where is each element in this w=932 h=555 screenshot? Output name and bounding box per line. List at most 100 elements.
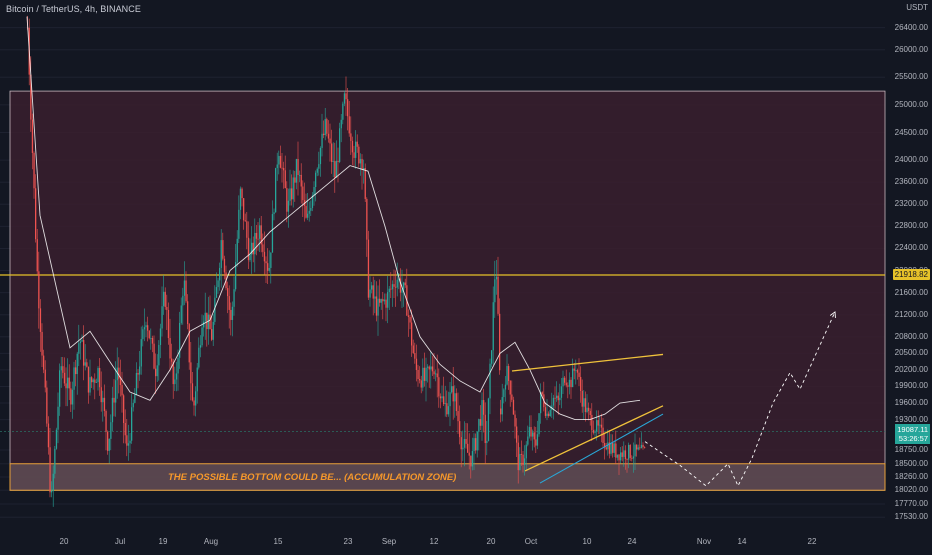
candle-body xyxy=(102,397,104,403)
candle-body xyxy=(348,116,350,134)
candle-body xyxy=(198,347,200,368)
candle-body xyxy=(166,306,168,310)
candle-body xyxy=(321,133,323,148)
candle-body xyxy=(628,444,630,460)
candle-body xyxy=(636,444,638,450)
candle-body xyxy=(489,363,491,399)
candle-body xyxy=(588,407,590,411)
candle-body xyxy=(227,288,229,297)
candle-body xyxy=(475,438,477,451)
candle-body xyxy=(594,431,596,433)
candle-body xyxy=(436,373,438,378)
candle-body xyxy=(246,221,248,238)
candle-body xyxy=(121,385,123,396)
candle-body xyxy=(465,439,467,444)
price-tick-label: 22800.00 xyxy=(894,221,928,231)
candle-body xyxy=(391,284,394,290)
candle-body xyxy=(460,437,462,450)
candle-body xyxy=(414,353,416,359)
candle-body xyxy=(524,458,526,465)
candle-body xyxy=(145,325,147,328)
candle-body xyxy=(379,298,381,303)
wedge-support-trendline xyxy=(539,413,664,484)
candle-body xyxy=(618,454,620,461)
candle-body xyxy=(54,448,56,474)
projection-path xyxy=(644,311,836,487)
candle-body xyxy=(605,447,607,450)
projection-arrowhead xyxy=(829,311,836,318)
candle-body xyxy=(52,473,54,492)
candle-body xyxy=(626,459,628,460)
candle-body xyxy=(39,308,42,332)
candle-body xyxy=(412,345,414,354)
candle-body xyxy=(335,160,338,178)
candle-body xyxy=(359,158,362,164)
candle-body xyxy=(340,119,342,129)
candle-body xyxy=(134,394,136,403)
candle-body xyxy=(337,160,339,162)
candle-body xyxy=(581,390,583,407)
candle-body xyxy=(63,372,66,384)
candle-body xyxy=(552,397,555,406)
candle-body xyxy=(559,397,561,401)
candle-body xyxy=(199,345,202,348)
candle-body xyxy=(238,209,240,239)
candle-body xyxy=(342,103,344,120)
candle-body xyxy=(73,367,75,390)
candle-body xyxy=(538,413,540,435)
candle-body xyxy=(302,186,304,201)
candle-body xyxy=(204,312,206,322)
candle-body xyxy=(371,285,373,290)
candle-body xyxy=(401,289,403,293)
price-tick-label: 25500.00 xyxy=(894,72,928,82)
candle-body xyxy=(428,366,430,370)
candle-body xyxy=(116,367,118,381)
candle-body xyxy=(503,389,505,398)
candle-body xyxy=(68,377,70,389)
candle-body xyxy=(481,400,483,426)
time-tick-label: 15 xyxy=(273,537,283,546)
candle-body xyxy=(51,491,53,493)
candle-body xyxy=(119,378,122,386)
candle-body xyxy=(462,447,464,450)
candle-body xyxy=(55,429,58,449)
candle-body xyxy=(35,188,37,240)
candle-body xyxy=(557,395,559,401)
price-tick-label: 19900.00 xyxy=(894,381,928,391)
candle-body xyxy=(331,143,333,162)
candle-body xyxy=(217,280,219,288)
candle-body xyxy=(76,353,78,375)
candle-body xyxy=(137,372,139,375)
time-tick-label: Sep xyxy=(381,537,397,546)
candle-body xyxy=(565,382,567,386)
price-tick-label: 20200.00 xyxy=(894,364,928,374)
candle-body xyxy=(586,407,588,412)
candle-body xyxy=(339,128,341,162)
candle-body xyxy=(604,443,606,448)
candle-body xyxy=(71,389,74,405)
candle-body xyxy=(211,329,213,340)
candle-body xyxy=(70,388,72,405)
candle-body xyxy=(358,146,360,164)
price-tick-label: 26000.00 xyxy=(894,44,928,54)
candle-body xyxy=(254,232,256,255)
candle-body xyxy=(30,74,32,120)
candle-body xyxy=(36,239,38,272)
candle-body xyxy=(169,338,171,359)
candle-body xyxy=(580,376,582,391)
time-tick-label: 20 xyxy=(486,537,496,546)
time-tick-label: Nov xyxy=(696,537,712,546)
candle-body xyxy=(532,432,534,437)
price-tick-label: 19300.00 xyxy=(894,414,928,424)
candle-body xyxy=(297,158,299,175)
price-tick-label: 24500.00 xyxy=(894,127,928,137)
candle-body xyxy=(99,367,101,388)
candle-body xyxy=(367,239,370,298)
candle-body xyxy=(411,322,413,346)
time-tick-label: 24 xyxy=(627,537,637,546)
candle-body xyxy=(600,424,603,428)
candle-body xyxy=(422,367,424,388)
candle-body xyxy=(382,299,384,302)
